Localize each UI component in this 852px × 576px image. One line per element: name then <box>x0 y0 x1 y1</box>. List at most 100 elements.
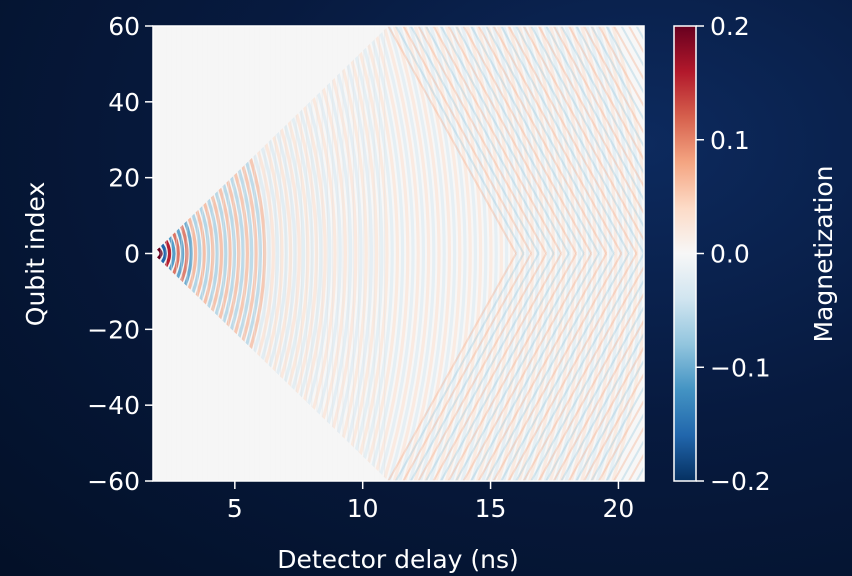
reflected-fringe <box>545 304 644 481</box>
fringe-arc <box>559 26 597 481</box>
fringe-arc <box>316 26 358 481</box>
colorbar-tick-label: −0.1 <box>710 353 771 382</box>
reflected-fringe <box>515 26 644 254</box>
fringe-arc <box>311 30 353 477</box>
fringe-arc <box>286 56 327 451</box>
x-axis-ticks: 5 10 15 20 <box>227 481 634 523</box>
fringe-arc <box>413 26 451 481</box>
fringe-arc <box>517 26 555 481</box>
heatmap-fringes <box>153 26 644 481</box>
reflected-fringe <box>477 253 608 481</box>
colorbar-tick-label: 0.2 <box>710 12 750 41</box>
reflected-fringe <box>575 358 644 481</box>
reflected-fringe <box>447 253 578 481</box>
fringe-arc <box>429 26 467 481</box>
plot-area <box>153 26 644 481</box>
fringe-arc <box>244 116 275 391</box>
fringe-arc <box>538 26 576 481</box>
reflected-fringe <box>417 253 548 481</box>
reflected-fringe <box>507 26 638 254</box>
fringe-arc <box>290 51 332 456</box>
reflected-fringe <box>387 253 518 481</box>
fringe-arc <box>439 26 477 481</box>
x-axis-label: Detector delay (ns) <box>277 545 519 574</box>
fringe-arc <box>501 26 540 481</box>
reflected-fringe <box>530 278 644 481</box>
y-tick-label: 20 <box>108 164 140 193</box>
reflected-fringe <box>515 253 644 481</box>
fringe-arc <box>351 26 389 481</box>
fringe-arc <box>465 26 503 481</box>
reflected-fringe <box>492 253 623 481</box>
fringe-arc <box>553 26 592 481</box>
reflected-fringe <box>462 253 593 481</box>
reflected-fringe <box>605 412 644 481</box>
fringe-arc <box>305 35 347 472</box>
x-tick-label: 20 <box>603 494 635 523</box>
reflected-fringe <box>560 26 644 176</box>
fringe-arc <box>403 26 441 481</box>
colorbar-tick-label: 0.1 <box>710 126 750 155</box>
fringe-arc <box>272 76 310 431</box>
fringe-arc <box>423 26 462 481</box>
fringe-arc <box>460 26 498 481</box>
y-axis-label: Qubit index <box>21 182 50 326</box>
colorbar-tick-label: 0.0 <box>710 240 750 269</box>
fringe-arc <box>486 26 524 481</box>
colorbar-label: Magnetization <box>809 165 838 342</box>
reflected-fringe <box>432 26 563 254</box>
fringe-arc <box>590 26 628 481</box>
fringe-arc <box>345 26 384 481</box>
reflected-fringe <box>455 26 585 254</box>
y-tick-label: −40 <box>87 391 140 420</box>
reflected-fringe <box>477 26 608 254</box>
reflected-fringe <box>613 425 644 481</box>
reflected-fringe <box>409 26 540 254</box>
reflected-fringe <box>575 26 644 149</box>
fringe-arc <box>491 26 529 481</box>
reflected-fringe <box>522 264 644 481</box>
fringe-arc <box>356 26 394 481</box>
reflected-fringe <box>470 26 600 254</box>
fringe-arc <box>251 106 284 401</box>
fringe-arc <box>262 91 297 416</box>
fringe-arc <box>585 26 623 481</box>
fringe-arc <box>507 26 545 481</box>
fringe-arc <box>248 111 280 396</box>
reflected-fringe <box>440 253 570 481</box>
reflected-fringe <box>500 253 630 481</box>
reflected-fringe <box>394 26 525 254</box>
reflected-fringe <box>552 26 644 189</box>
fringe-arc <box>579 26 618 481</box>
reflected-fringe <box>560 331 644 481</box>
reflected-fringe <box>409 253 540 481</box>
fringe-arc <box>564 26 602 481</box>
colorbar-tick-label: −0.2 <box>710 467 771 496</box>
fringe-arc <box>366 26 405 481</box>
reflected-fringe <box>425 26 555 254</box>
outside-cone-lower <box>153 253 389 481</box>
reflected-fringe <box>425 253 555 481</box>
fringe-arc <box>397 26 436 481</box>
reflected-fringe <box>470 253 600 481</box>
fringe-arc <box>340 26 379 481</box>
reflected-fringe <box>597 398 644 481</box>
reflected-fringe <box>620 438 644 481</box>
y-axis-ticks: 60 40 20 0 −20 −40 −60 <box>87 12 153 496</box>
fringe-arc <box>361 26 399 481</box>
fringe-arc <box>600 26 639 481</box>
colorbar-gradient <box>673 25 697 482</box>
fringe-arc <box>434 26 472 481</box>
reflected-fringe <box>402 253 533 481</box>
fringe-arc <box>475 26 514 481</box>
fringe-arc <box>322 26 363 481</box>
reflected-fringe <box>485 253 615 481</box>
fringe-arc <box>522 26 561 481</box>
reflected-fringe <box>597 26 644 109</box>
reflected-fringe <box>387 26 518 254</box>
fringe-arc <box>512 26 550 481</box>
x-tick-label: 5 <box>227 494 243 523</box>
fringe-arc <box>387 26 425 481</box>
fringe-arc <box>265 86 301 421</box>
